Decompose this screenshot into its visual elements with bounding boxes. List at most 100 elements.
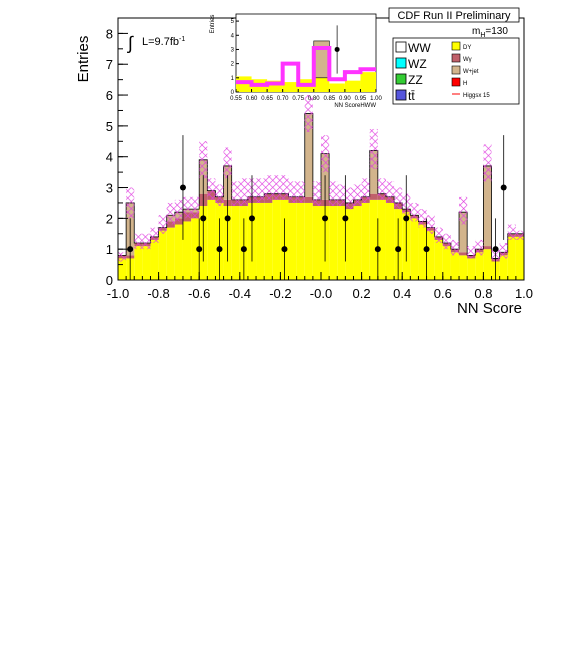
y-tick-label-1: 1 <box>106 242 113 257</box>
inset-higgs-line <box>236 46 376 87</box>
bar-1-45 <box>483 246 492 250</box>
inset-bar-dy-2 <box>267 80 283 92</box>
uncertainty-band-cross-24 <box>312 181 321 207</box>
uncertainty-band-cross-29 <box>353 184 362 207</box>
bar-0-0 <box>118 258 127 280</box>
inset-bar-dy-0 <box>236 76 252 92</box>
bar-0-26 <box>329 206 338 280</box>
legend-label-left-2: ZZ <box>408 73 423 87</box>
data-point-14 <box>423 246 430 253</box>
y-tick-label-2: 2 <box>106 211 113 226</box>
x-tick-label-2: -0.6 <box>188 286 210 301</box>
bar-2-45 <box>483 165 492 247</box>
inset-x-axis-label: NN ScoreHWW <box>334 103 376 109</box>
uncertainty-band-cross-13 <box>223 147 232 179</box>
bar-0-14 <box>231 206 240 280</box>
y-tick-label-5: 5 <box>106 119 113 134</box>
legend-swatch-right-1 <box>451 53 461 63</box>
data-point-16 <box>500 184 507 191</box>
inset-bar-dy-8 <box>360 72 376 92</box>
x-tick-label-4: -0.2 <box>269 286 291 301</box>
x-tick-label-6: 0.2 <box>353 286 371 301</box>
inset-y-tick-label-1: 1 <box>231 76 235 82</box>
uncertainty-band-cross-45 <box>483 144 492 182</box>
data-point-4 <box>216 246 223 253</box>
uncertainty-band-cross-0 <box>118 252 127 262</box>
data-point-12 <box>395 246 402 253</box>
data-point-2 <box>196 246 203 253</box>
data-point-3 <box>200 215 207 222</box>
uncertainty-band-cross-10 <box>199 141 208 179</box>
bar-1-23 <box>304 196 313 203</box>
legend-label-left-1: WZ <box>408 57 427 71</box>
x-axis-label: NN Score <box>457 300 522 317</box>
bar-0-7 <box>174 224 183 280</box>
inset-bar-dy-3 <box>282 82 299 92</box>
inset-data-point-0 <box>334 46 340 52</box>
integral-symbol: ∫ <box>126 33 134 53</box>
uncertainty-band-cross-40 <box>442 233 451 250</box>
bar-0-40 <box>442 246 451 280</box>
bar-0-39 <box>434 239 443 280</box>
bar-0-4 <box>150 239 159 280</box>
data-point-8 <box>281 246 288 253</box>
legend-swatch-left-2 <box>395 73 407 85</box>
labels: CDF Run II Preliminary ∫ L=9.7fb-1 mH=13… <box>75 7 522 317</box>
bar-0-3 <box>142 246 151 280</box>
uncertainty-band-cross-31 <box>369 128 378 170</box>
bar-0-42 <box>459 255 468 280</box>
y-tick-label-7: 7 <box>106 57 113 72</box>
bar-0-38 <box>426 230 435 280</box>
y-tick-label-0: 0 <box>106 273 113 288</box>
preliminary-box <box>388 7 520 23</box>
uncertainty-band-cross-38 <box>426 215 435 234</box>
bar-0-27 <box>337 206 346 280</box>
data-point-0 <box>127 246 134 253</box>
inset-x-tick-label-6: 0.85 <box>323 96 335 102</box>
inset-x-tick-label-4: 0.75 <box>292 96 304 102</box>
uncertainty-band-cross-21 <box>288 181 297 203</box>
uncertainty-band-cross-1 <box>126 187 135 219</box>
inset-x-tick-label-9: 1.00 <box>370 96 382 102</box>
data-point-15 <box>492 246 499 253</box>
bar-0-21 <box>288 202 297 280</box>
inset-bar-dy-7 <box>344 80 361 92</box>
uncertainty-band-cross-27 <box>337 184 346 207</box>
bar-0-36 <box>410 218 419 280</box>
legend-swatch-left-3 <box>395 89 407 101</box>
bar-1-31 <box>369 193 378 200</box>
x-tick-label-1: -0.8 <box>147 286 169 301</box>
inset-x-tick-label-5: 0.80 <box>308 96 320 102</box>
uncertainty-band-cross-44 <box>475 239 484 256</box>
x-tick-label-10: 1.0 <box>515 286 533 301</box>
data-point-5 <box>224 215 231 222</box>
legend-swatch-right-0 <box>451 41 461 51</box>
bar-0-41 <box>450 252 460 280</box>
data-point-13 <box>403 215 410 222</box>
inset-x-tick-label-3: 0.70 <box>277 96 289 102</box>
legend-swatch-right-3 <box>451 77 461 87</box>
inset-bar-dy-6 <box>329 83 345 92</box>
legend-label-right-3: H <box>463 81 467 87</box>
bar-0-2 <box>134 246 143 280</box>
inset-y-tick-label-5: 5 <box>231 19 235 25</box>
inset-y-tick-label-0: 0 <box>231 90 235 96</box>
uncertainty-band-cross-39 <box>434 227 443 244</box>
data-point-1 <box>179 184 186 191</box>
uncertainty-band-cross-23 <box>304 95 313 133</box>
uncertainty-band-cross-36 <box>410 202 419 222</box>
uncertainty-band-cross-2 <box>134 233 143 250</box>
bar-1-42 <box>459 252 468 256</box>
uncertainty-band-cross-49 <box>515 230 524 240</box>
data-point-6 <box>240 246 247 253</box>
uncertainty-band-cross-9 <box>191 196 200 219</box>
inset-x-tick-label-2: 0.65 <box>261 96 273 102</box>
inset-y-tick-label-4: 4 <box>231 33 235 39</box>
uncertainty-band-cross-28 <box>345 187 354 210</box>
uncertainty-band-cross-15 <box>239 178 248 207</box>
x-tick-label-8: 0.6 <box>434 286 452 301</box>
inset-x-tick-label-7: 0.90 <box>339 96 351 102</box>
uncertainty-band-cross-47 <box>499 243 508 259</box>
uncertainty-band-cross-30 <box>361 178 370 203</box>
uncertainty-band-cross-37 <box>418 209 427 228</box>
